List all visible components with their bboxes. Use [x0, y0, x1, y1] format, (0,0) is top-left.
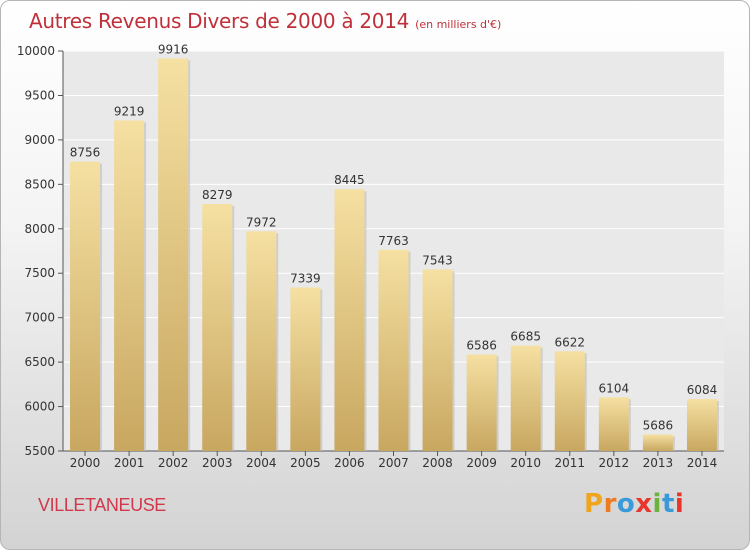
logo-letter: P	[584, 489, 604, 519]
x-tick-label: 2010	[510, 456, 541, 470]
data-label: 9219	[114, 104, 145, 118]
y-tick-label: 6000	[24, 400, 55, 414]
bar	[246, 231, 277, 451]
logo-letter: x	[635, 489, 653, 519]
y-tick-label: 6500	[24, 355, 55, 369]
data-label: 8279	[202, 188, 233, 202]
bar	[202, 203, 233, 451]
data-label: 6084	[687, 383, 718, 397]
bar	[642, 434, 673, 451]
y-tick-label: 9000	[24, 133, 55, 147]
bar	[378, 249, 409, 451]
logo-letter: o	[616, 489, 636, 519]
bar	[510, 345, 541, 451]
data-label: 6586	[466, 338, 497, 352]
x-tick-label: 2013	[643, 456, 674, 470]
data-label: 9916	[158, 42, 189, 56]
city-name: VILLETANEUSE	[38, 495, 166, 515]
y-tick-label: 8000	[24, 222, 55, 236]
logo-letter: r	[603, 489, 617, 519]
bar	[598, 397, 629, 451]
bar	[114, 120, 145, 451]
data-label: 8445	[334, 173, 365, 187]
bar	[70, 161, 101, 452]
y-tick-label: 8500	[24, 177, 55, 191]
data-label: 7972	[246, 215, 277, 229]
x-tick-label: 2003	[202, 456, 233, 470]
x-tick-label: 2005	[290, 456, 321, 470]
data-label: 5686	[643, 418, 674, 432]
bar	[554, 351, 585, 451]
x-tick-label: 2008	[422, 456, 453, 470]
chart-title: Autres Revenus Divers de 2000 à 2014 (en …	[29, 9, 501, 33]
x-tick-label: 2009	[466, 456, 497, 470]
x-tick-label: 2012	[599, 456, 630, 470]
logo-letter: t	[661, 489, 675, 519]
bar	[466, 354, 497, 451]
logo-letter: i	[674, 489, 685, 519]
data-label: 6622	[554, 335, 585, 349]
data-label: 6685	[510, 330, 541, 344]
data-label: 6104	[599, 381, 630, 395]
y-tick-label: 9500	[24, 88, 55, 102]
proxiti-logo: Proxiti	[584, 489, 684, 519]
title-text: Autres Revenus Divers de 2000 à 2014	[29, 9, 410, 33]
x-tick-label: 2006	[334, 456, 365, 470]
x-tick-label: 2002	[158, 456, 189, 470]
bar	[422, 269, 453, 451]
x-tick-label: 2000	[70, 456, 101, 470]
data-label: 8756	[70, 146, 101, 160]
data-label: 7543	[422, 253, 453, 267]
y-tick-label: 10000	[17, 44, 55, 58]
y-tick-label: 5500	[24, 444, 55, 458]
data-label: 7339	[290, 272, 321, 286]
bar	[290, 287, 321, 451]
logo-letter: i	[652, 489, 662, 519]
x-tick-label: 2007	[378, 456, 409, 470]
y-tick-label: 7500	[24, 266, 55, 280]
x-tick-label: 2014	[687, 456, 718, 470]
x-tick-label: 2004	[246, 456, 277, 470]
y-tick-label: 7000	[24, 311, 55, 325]
title-unit: (en milliers d'€)	[415, 18, 502, 31]
x-tick-label: 2001	[114, 456, 145, 470]
x-tick-label: 2011	[554, 456, 585, 470]
bar	[334, 189, 365, 451]
bar	[158, 58, 189, 451]
bar	[686, 399, 717, 451]
data-label: 7763	[378, 234, 409, 248]
